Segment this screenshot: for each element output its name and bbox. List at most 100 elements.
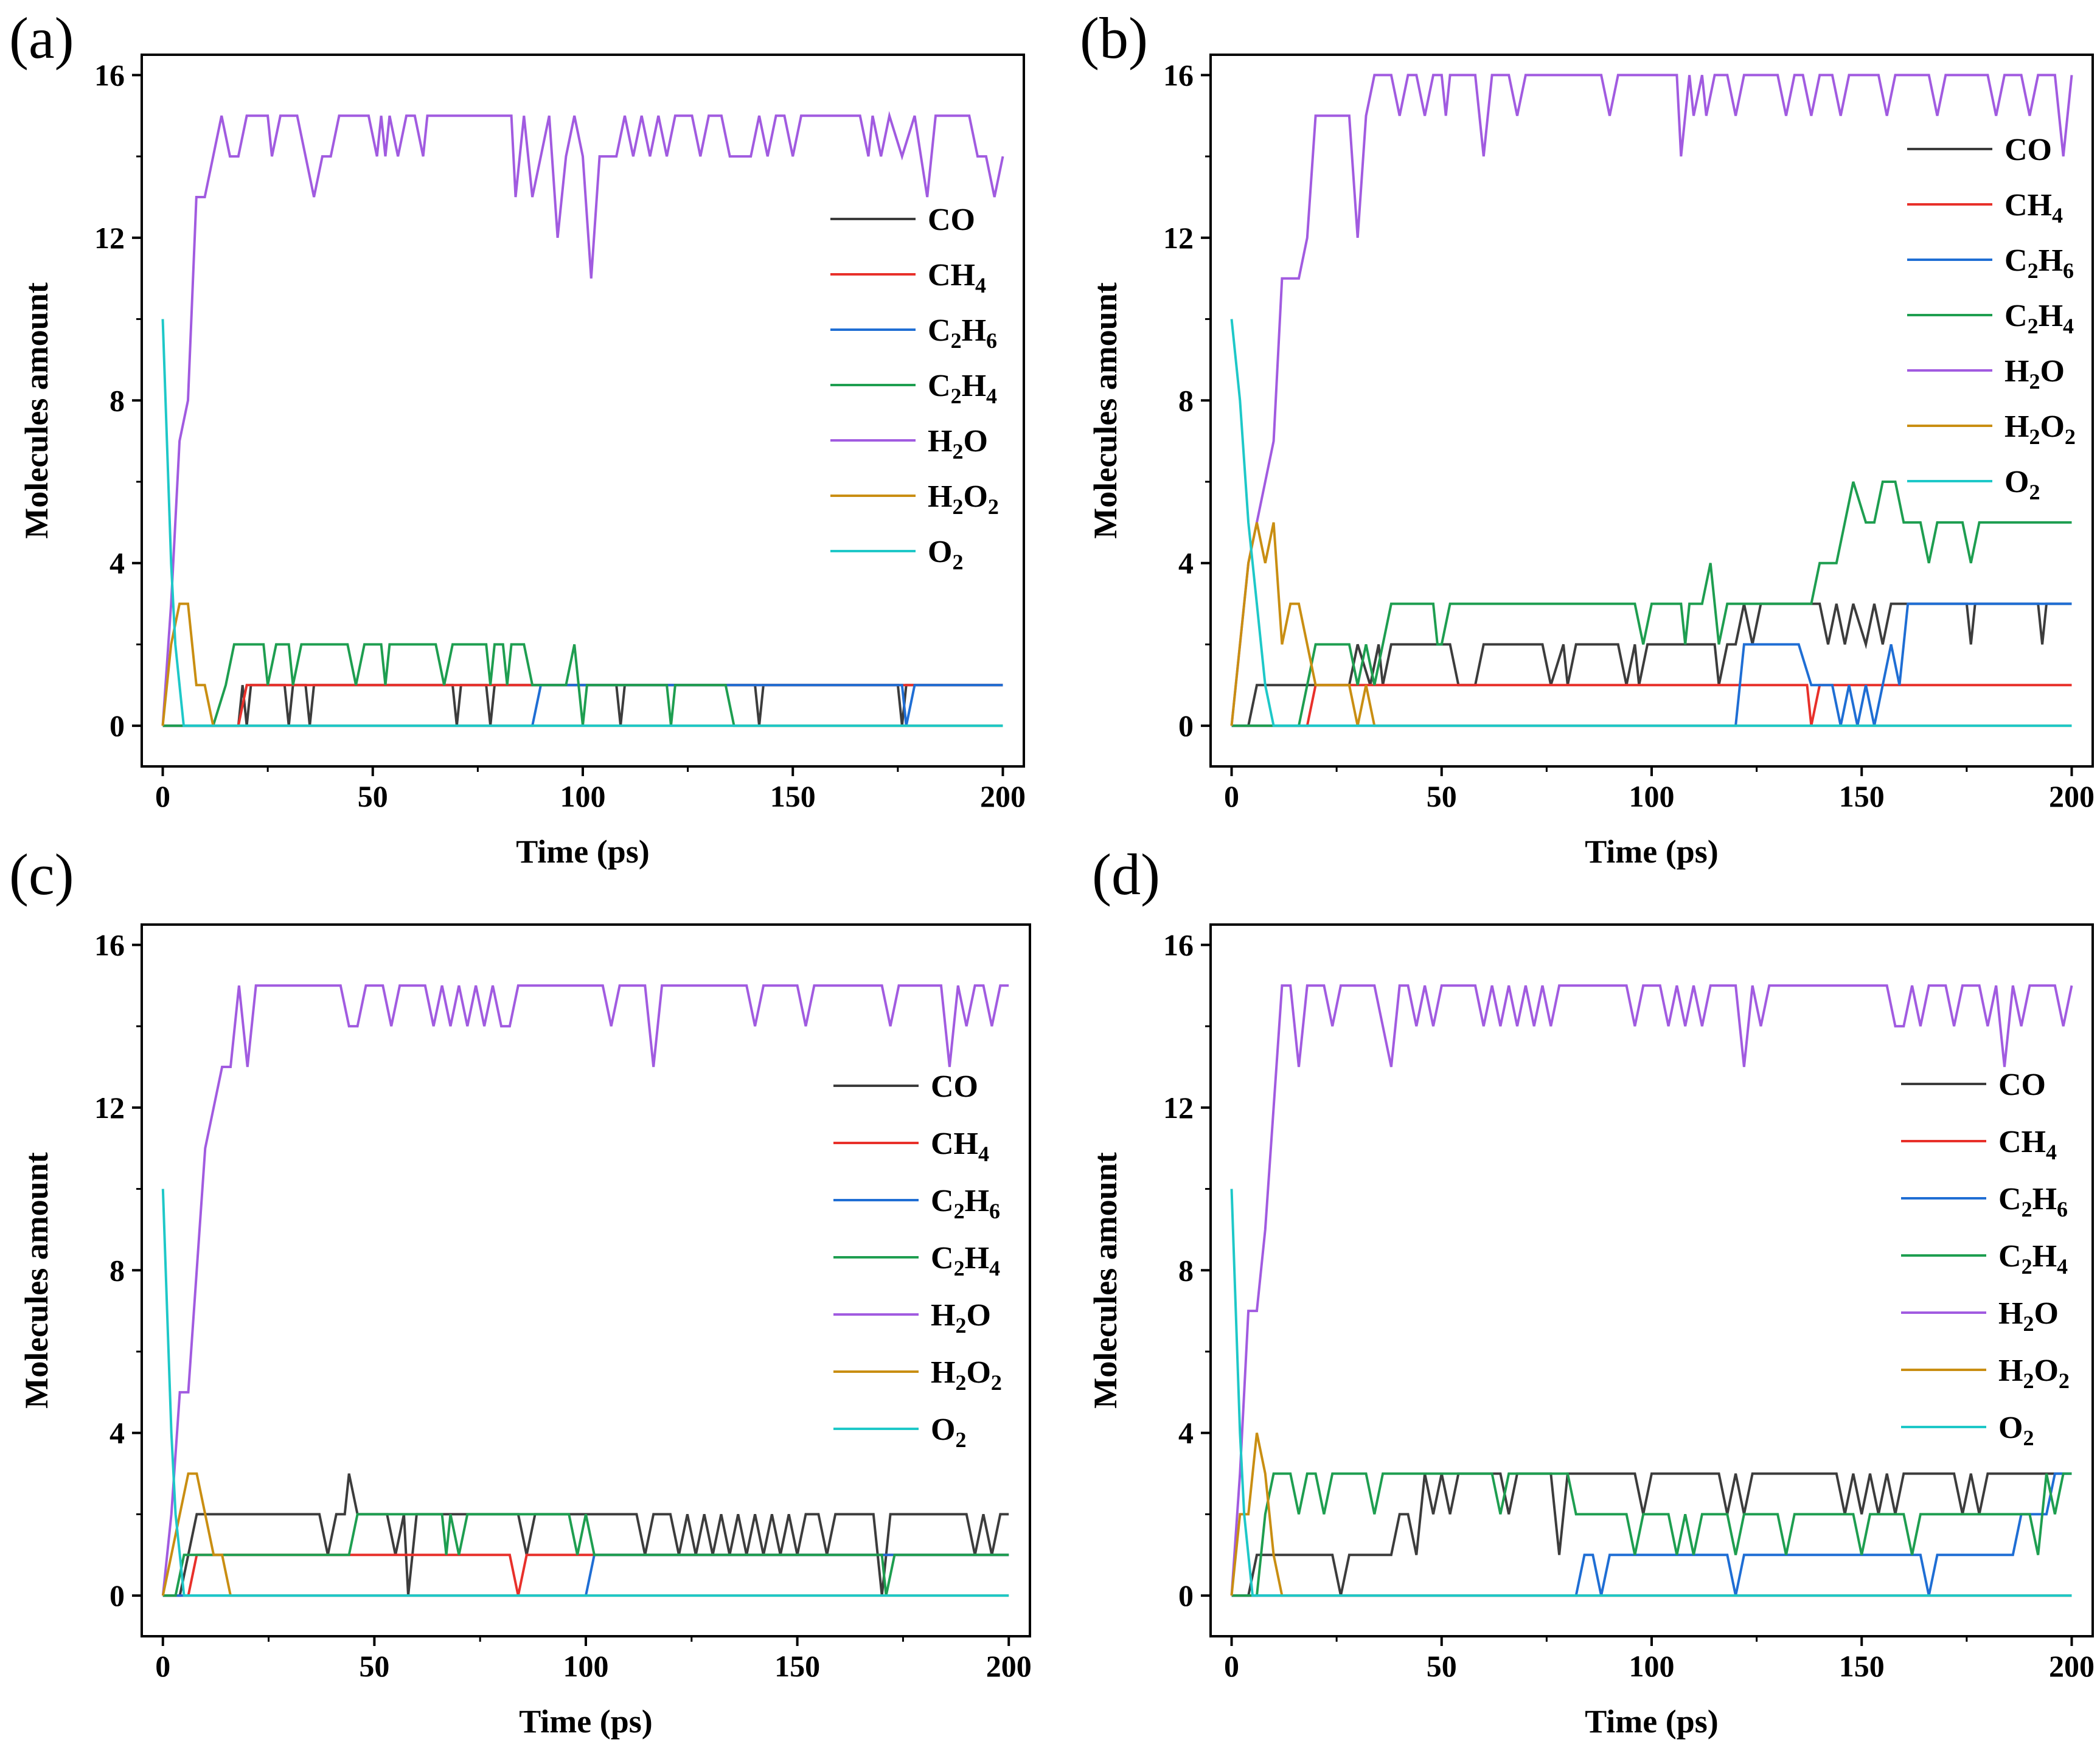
y-tick-label: 12	[1163, 221, 1194, 255]
legend-label-C2H6: C2H6	[931, 1184, 1000, 1223]
chart-panel-c: (c) 0 50 100 150 200 0 4 8 12 16 Time (ps) Molecules…	[9, 842, 1032, 1740]
series-line-C2H6	[1231, 602, 2072, 727]
x-tick-label: 0	[155, 1649, 170, 1683]
legend-label-H2O: H2O	[928, 424, 988, 464]
x-tick-label: 100	[560, 779, 606, 813]
x-axis-title: Time (ps)	[1585, 1703, 1719, 1740]
chart-panel-d: (d) 0 50 100 150 200 0 4 8 12 16 Time (ps) Molecules…	[1087, 842, 2095, 1740]
series-line-O2	[161, 1189, 1009, 1597]
x-tick-label: 150	[1839, 779, 1885, 813]
x-tick-label: 0	[1224, 1649, 1239, 1683]
legend-label-C2H6: C2H6	[928, 313, 997, 353]
y-tick-label: 16	[1163, 928, 1194, 962]
y-axis-title: Molecules amount	[18, 1152, 55, 1408]
legend-label-CO: CO	[928, 203, 975, 237]
y-axis-title: Molecules amount	[1087, 282, 1124, 538]
y-tick-label: 4	[110, 546, 125, 580]
series-line-H2O2	[1230, 1432, 2072, 1597]
x-axis-title: Time (ps)	[519, 1703, 653, 1740]
legend-label-C2H6: C2H6	[1998, 1182, 2068, 1221]
y-tick-label: 16	[94, 928, 125, 962]
series-line-O2	[1230, 1189, 2072, 1597]
x-tick-label: 100	[1629, 1649, 1675, 1683]
x-tick-label: 0	[155, 779, 170, 813]
legend: CO CH4 C2H6 C2H4 H2O H2O2 O2	[833, 1069, 1002, 1452]
x-tick-label: 150	[1839, 1649, 1885, 1683]
legend-label-C2H4: C2H4	[928, 369, 997, 408]
legend-label-CO: CO	[2004, 133, 2052, 167]
x-tick-label: 100	[563, 1649, 609, 1683]
legend-label-CH4: CH4	[931, 1127, 989, 1166]
chart-panel-b: (b) 0 50 100 150 200 0 4 8 12 16 Time (ps) Molecules…	[1080, 5, 2095, 870]
y-tick-label: 12	[94, 1091, 125, 1125]
y-axis-title: Molecules amount	[1087, 1152, 1124, 1408]
y-tick-label: 4	[1178, 1416, 1194, 1450]
legend-label-H2O2: H2O2	[928, 479, 999, 519]
series-line-O2	[1230, 319, 2072, 727]
legend-label-H2O2: H2O2	[931, 1355, 1002, 1395]
x-tick-label: 100	[1629, 779, 1675, 813]
legend: CO CH4 C2H6 C2H4 H2O H2O2 O2	[1907, 133, 2076, 504]
y-tick-label: 4	[1178, 546, 1194, 580]
series-line-C2H4	[162, 1513, 1009, 1597]
series-group	[161, 984, 1009, 1597]
y-tick-label: 12	[1163, 1091, 1194, 1125]
legend: CO CH4 C2H6 C2H4 H2O H2O2 O2	[1901, 1068, 2070, 1450]
x-tick-label: 50	[1427, 1649, 1457, 1683]
legend-label-O2: O2	[2004, 465, 2040, 504]
series-line-H2O2	[161, 1472, 1009, 1597]
y-tick-label: 8	[1178, 383, 1194, 417]
y-tick-label: 8	[110, 383, 125, 417]
series-line-CO	[1231, 1472, 2072, 1597]
series-line-H2O	[1230, 74, 2073, 726]
y-tick-label: 0	[1178, 1578, 1194, 1613]
y-tick-label: 0	[1178, 709, 1194, 743]
panel-label: (a)	[9, 5, 74, 71]
legend-label-CH4: CH4	[928, 258, 986, 297]
plot-frame	[1209, 54, 2094, 768]
legend-label-H2O: H2O	[931, 1298, 991, 1338]
legend-label-C2H4: C2H4	[931, 1241, 1000, 1280]
y-axis-title: Molecules amount	[18, 282, 55, 538]
y-tick-label: 0	[110, 709, 125, 743]
series-group	[161, 111, 1004, 727]
series-line-H2O	[161, 111, 1004, 726]
series-line-C2H4	[162, 643, 1003, 727]
legend-label-CH4: CH4	[1998, 1125, 2057, 1164]
series-group	[1230, 74, 2073, 727]
legend-label-O2: O2	[928, 535, 963, 574]
legend: CO CH4 C2H6 C2H4 H2O H2O2 O2	[830, 203, 999, 574]
x-tick-label: 50	[358, 779, 388, 813]
legend-label-H2O: H2O	[1998, 1296, 2059, 1336]
x-tick-label: 50	[1427, 779, 1457, 813]
series-group	[1230, 984, 2073, 1597]
legend-label-CO: CO	[1998, 1068, 2046, 1102]
x-tick-label: 150	[770, 779, 816, 813]
plot-frame	[1209, 923, 2094, 1637]
panel-label: (b)	[1080, 5, 1148, 71]
y-tick-label: 0	[110, 1578, 125, 1613]
series-line-C2H4	[1231, 481, 2072, 727]
legend-label-O2: O2	[1998, 1411, 2034, 1450]
x-tick-label: 0	[1224, 779, 1239, 813]
x-tick-label: 200	[980, 779, 1026, 813]
x-tick-label: 200	[2049, 1649, 2095, 1683]
x-axis-title: Time (ps)	[516, 833, 650, 870]
legend-label-H2O: H2O	[2004, 354, 2065, 394]
y-tick-label: 16	[1163, 58, 1194, 92]
series-line-CH4	[162, 1554, 1009, 1597]
panel-label: (d)	[1092, 842, 1160, 907]
legend-label-C2H4: C2H4	[2004, 299, 2074, 338]
series-line-H2O2	[161, 602, 1003, 727]
plot-frame	[141, 923, 1031, 1637]
y-tick-label: 8	[1178, 1253, 1194, 1287]
series-line-H2O2	[1230, 522, 2072, 727]
legend-label-C2H4: C2H4	[1998, 1239, 2068, 1279]
series-line-CO	[1231, 602, 2072, 727]
legend-label-CH4: CH4	[2004, 188, 2063, 227]
y-tick-label: 4	[110, 1416, 125, 1450]
legend-label-H2O2: H2O2	[1998, 1353, 2070, 1393]
series-line-CO	[162, 1473, 1009, 1597]
series-line-H2O	[1230, 984, 2073, 1596]
